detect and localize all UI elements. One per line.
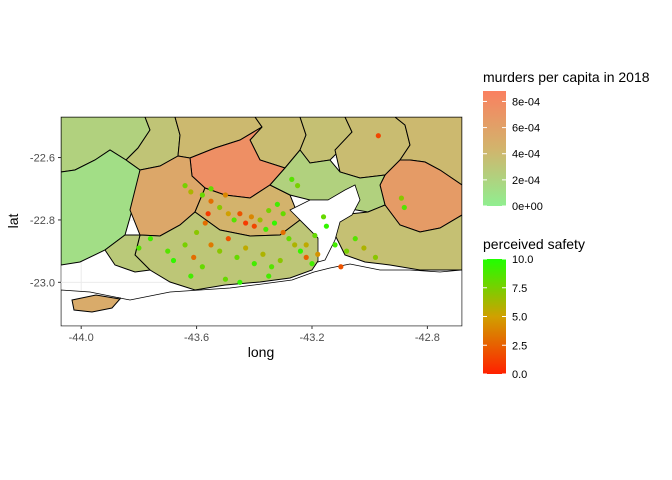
data-point — [208, 186, 214, 192]
color-legend-tick-label: 5.0 — [512, 312, 527, 324]
data-point — [280, 229, 286, 236]
y-axis: -22.6 -22.8 -23.0 — [30, 153, 61, 289]
data-point — [202, 220, 208, 226]
data-point — [266, 207, 272, 214]
data-point — [205, 211, 211, 217]
data-point — [243, 245, 249, 251]
data-point — [398, 195, 405, 201]
x-tick-label: -44.0 — [69, 332, 94, 344]
x-tick-label: -43.2 — [299, 332, 324, 344]
data-point — [257, 217, 263, 223]
data-point — [208, 198, 214, 204]
data-point — [170, 257, 177, 264]
data-point — [188, 189, 194, 195]
data-point — [280, 211, 286, 217]
data-point — [323, 223, 330, 229]
fill-legend-colorbar — [483, 91, 506, 206]
data-point — [286, 236, 292, 242]
fill-legend-tick-label: 0e+00 — [512, 201, 543, 213]
data-point — [182, 242, 188, 248]
x-tick-label: -42.8 — [415, 332, 440, 344]
data-point — [217, 248, 223, 254]
data-point — [303, 242, 309, 248]
data-point — [251, 261, 257, 267]
color-legend-tick-label: 2.5 — [512, 340, 527, 352]
data-point — [303, 254, 309, 260]
data-point — [248, 214, 255, 220]
data-point — [136, 245, 142, 251]
fill-legend-tick-label: 6e-04 — [512, 123, 540, 135]
region-south-east — [334, 204, 462, 271]
data-point — [243, 220, 249, 226]
ocean — [61, 263, 462, 326]
x-axis: -44.0 -43.6 -43.2 -42.8 — [69, 326, 440, 344]
points-layer — [136, 133, 407, 285]
data-point — [289, 176, 295, 182]
data-point — [372, 254, 379, 260]
data-point — [165, 248, 171, 254]
data-point — [361, 245, 367, 251]
data-point — [234, 254, 240, 260]
data-point — [193, 229, 200, 236]
data-point — [320, 214, 327, 220]
data-point — [222, 192, 229, 198]
data-point — [309, 261, 315, 267]
data-point — [225, 211, 231, 217]
data-point — [315, 251, 321, 257]
data-point — [268, 264, 275, 270]
color-legend-tick-label: 0.0 — [512, 369, 527, 381]
data-point — [199, 192, 205, 198]
data-point — [274, 201, 280, 207]
data-point — [266, 273, 272, 279]
y-tick-label: -23.0 — [30, 277, 55, 289]
data-point — [260, 251, 266, 257]
fill-legend-ticks: 8e-04 6e-04 4e-04 2e-04 0e+00 — [483, 96, 543, 213]
fill-legend-tick-label: 4e-04 — [512, 149, 540, 161]
municipalities-layer — [61, 117, 462, 326]
color-legend-colorbar — [483, 259, 506, 374]
data-point — [251, 223, 257, 229]
data-point — [191, 254, 197, 260]
color-legend-tick-label: 10.0 — [512, 254, 533, 266]
data-point — [352, 236, 358, 242]
fill-legend-title: murders per capita in 2018 — [483, 69, 650, 85]
data-point — [344, 248, 350, 254]
region-baixada — [104, 234, 152, 273]
data-point — [292, 242, 298, 248]
data-point — [338, 264, 344, 270]
y-tick-label: -22.8 — [30, 215, 55, 227]
fill-legend-tick-label: 2e-04 — [512, 175, 540, 187]
data-point — [225, 236, 231, 242]
data-point — [277, 257, 283, 264]
color-legend-ticks: 10.0 7.5 5.0 2.5 0.0 — [483, 254, 533, 381]
data-point — [217, 204, 223, 211]
data-point — [237, 279, 243, 285]
color-legend-tick-label: 7.5 — [512, 283, 527, 295]
data-point — [182, 183, 188, 189]
color-legend-title: perceived safety — [483, 236, 585, 252]
data-point — [231, 217, 237, 223]
y-tick-label: -22.6 — [30, 153, 55, 165]
data-point — [208, 242, 214, 248]
x-axis-title: long — [248, 344, 274, 360]
data-point — [332, 242, 338, 248]
region-sw-coast-island — [71, 294, 121, 313]
y-axis-title: lat — [5, 214, 21, 229]
data-point — [401, 204, 407, 211]
data-point — [147, 236, 154, 242]
fill-legend-tick-label: 8e-04 — [512, 96, 540, 108]
data-point — [199, 264, 205, 270]
data-point — [188, 273, 194, 279]
data-point — [375, 133, 381, 139]
data-point — [222, 276, 229, 282]
x-tick-label: -43.6 — [184, 332, 209, 344]
data-point — [294, 183, 301, 189]
data-point — [263, 226, 269, 232]
data-point — [312, 232, 318, 239]
data-point — [297, 248, 304, 254]
guanabara-bay — [289, 184, 361, 263]
data-point — [237, 211, 243, 217]
data-point — [271, 220, 278, 226]
